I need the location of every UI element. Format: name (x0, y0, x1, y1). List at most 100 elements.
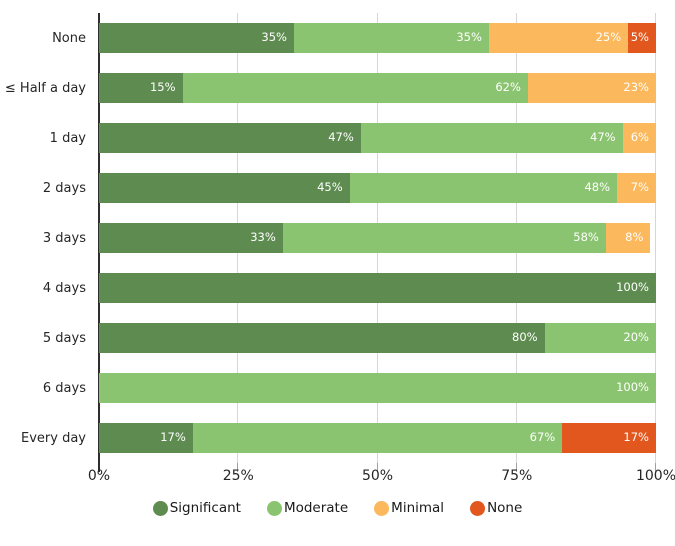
bar-segment-moderate: 48% (349, 173, 617, 203)
category-label-4: 3 days (42, 230, 86, 246)
bar-row-4: 33% 58% 8% (99, 213, 656, 263)
bar-track: 100% (99, 373, 656, 403)
category-label-8: Every day (21, 430, 86, 446)
legend-label: Significant (169, 500, 241, 516)
x-tick-label-75: 75% (501, 468, 533, 484)
legend-label: Moderate (283, 500, 349, 516)
category-label-7: 6 days (42, 380, 86, 396)
bar-value-label: 5% (630, 30, 649, 45)
bar-segment-significant: 100% (99, 273, 656, 303)
bar-segment-significant: 15% (99, 73, 183, 103)
bar-track: 100% (99, 273, 656, 303)
bar-segment-minimal: 7% (617, 173, 656, 203)
bar-track: 80% 20% (99, 323, 656, 353)
legend-item-none: None (470, 500, 522, 516)
bar-segment-minimal: 23% (527, 73, 656, 103)
plot-area: 35% 35% 25% 5% 15% 62% 23% 47% 47% 6% 45% 48% 7% 33% 5… (98, 13, 656, 472)
bar-value-label: 35% (456, 30, 482, 45)
bar-segment-significant: 45% (99, 173, 350, 203)
bar-value-label: 80% (512, 330, 538, 345)
bar-row-2: 47% 47% 6% (99, 113, 656, 163)
bar-segment-significant: 80% (99, 323, 545, 353)
x-tick-75 (515, 463, 517, 472)
bar-value-label: 100% (616, 380, 649, 395)
bar-value-label: 7% (630, 180, 649, 195)
bar-row-7: 100% (99, 363, 656, 413)
bar-value-label: 48% (584, 180, 610, 195)
legend-item-minimal: Minimal (374, 500, 444, 516)
category-label-1: ≤ Half a day (4, 80, 86, 96)
bar-value-label: 23% (623, 80, 649, 95)
bar-segment-minimal: 25% (488, 23, 629, 53)
x-axis-tick-labels: 0% 25% 50% 75% 100% (88, 468, 675, 488)
bar-segment-moderate: 62% (182, 73, 528, 103)
bar-track: 33% 58% 8% (99, 223, 656, 253)
bar-rows: 35% 35% 25% 5% 15% 62% 23% 47% 47% 6% 45% 48% 7% 33% 5… (99, 13, 656, 463)
bar-value-label: 15% (149, 80, 176, 95)
x-tick-label-0: 0% (87, 468, 111, 484)
legend-label: None (487, 500, 523, 516)
bar-track: 17% 67% 17% (99, 423, 656, 453)
bar-segment-significant: 17% (99, 423, 193, 453)
bar-row-5: 100% (99, 263, 656, 313)
bar-value-label: 100% (616, 280, 649, 295)
bar-value-label: 20% (623, 330, 649, 345)
legend-marker-icon (374, 500, 390, 516)
bar-segment-none: 17% (562, 423, 656, 453)
bar-segment-minimal: 8% (605, 223, 651, 253)
bar-value-label: 17% (160, 430, 186, 445)
bar-value-label: 58% (573, 230, 599, 245)
bar-segment-moderate: 47% (360, 123, 623, 153)
bar-segment-significant: 33% (99, 223, 283, 253)
bar-value-label: 35% (261, 30, 287, 45)
bar-row-3: 45% 48% 7% (99, 163, 656, 213)
legend-marker-icon (152, 500, 168, 516)
bar-value-label: 8% (625, 230, 644, 245)
x-tick-label-100: 100% (635, 468, 675, 484)
legend-marker-icon (266, 500, 282, 516)
bar-row-0: 35% 35% 25% 5% (99, 13, 656, 63)
bar-segment-minimal: 6% (622, 123, 656, 153)
bar-segment-significant: 35% (99, 23, 294, 53)
legend: Significant Moderate Minimal None (0, 500, 675, 516)
bar-value-label: 45% (317, 180, 343, 195)
bar-value-label: 47% (328, 130, 354, 145)
bar-value-label: 62% (495, 80, 521, 95)
category-label-5: 4 days (42, 280, 86, 296)
category-axis-labels: None ≤ Half a day 1 day 2 days 3 days 4 days 5… (0, 13, 86, 463)
bar-segment-moderate: 35% (293, 23, 489, 53)
bar-segment-moderate: 58% (282, 223, 606, 253)
bar-row-8: 17% 67% 17% (99, 413, 656, 463)
category-label-3: 2 days (42, 180, 86, 196)
gridline-100 (655, 13, 656, 463)
bar-value-label: 17% (623, 430, 649, 445)
bar-track: 47% 47% 6% (99, 123, 656, 153)
legend-item-moderate: Moderate (266, 500, 349, 516)
bar-segment-moderate: 100% (99, 373, 656, 403)
bar-row-1: 15% 62% 23% (99, 63, 656, 113)
category-label-0: None (52, 30, 86, 46)
bar-track: 45% 48% 7% (99, 173, 656, 203)
x-tick-50 (376, 463, 378, 472)
bar-segment-moderate: 67% (192, 423, 563, 453)
legend-item-significant: Significant (152, 500, 241, 516)
x-tick-label-25: 25% (222, 468, 254, 484)
category-label-2: 1 day (49, 130, 86, 146)
category-label-6: 5 days (42, 330, 86, 346)
bar-value-label: 33% (250, 230, 276, 245)
bar-row-6: 80% 20% (99, 313, 656, 363)
legend-marker-icon (470, 500, 486, 516)
legend-label: Minimal (391, 500, 445, 516)
bar-segment-moderate: 20% (544, 323, 656, 353)
x-tick-label-50: 50% (361, 468, 394, 484)
bar-value-label: 47% (590, 130, 616, 145)
x-tick-100 (655, 463, 656, 472)
bar-value-label: 6% (630, 130, 649, 145)
bar-segment-none: 5% (628, 23, 656, 53)
x-tick-25 (237, 463, 239, 472)
bar-value-label: 25% (595, 30, 622, 45)
bar-value-label: 67% (529, 430, 556, 445)
bar-segment-significant: 47% (99, 123, 361, 153)
bar-track: 15% 62% 23% (99, 73, 656, 103)
